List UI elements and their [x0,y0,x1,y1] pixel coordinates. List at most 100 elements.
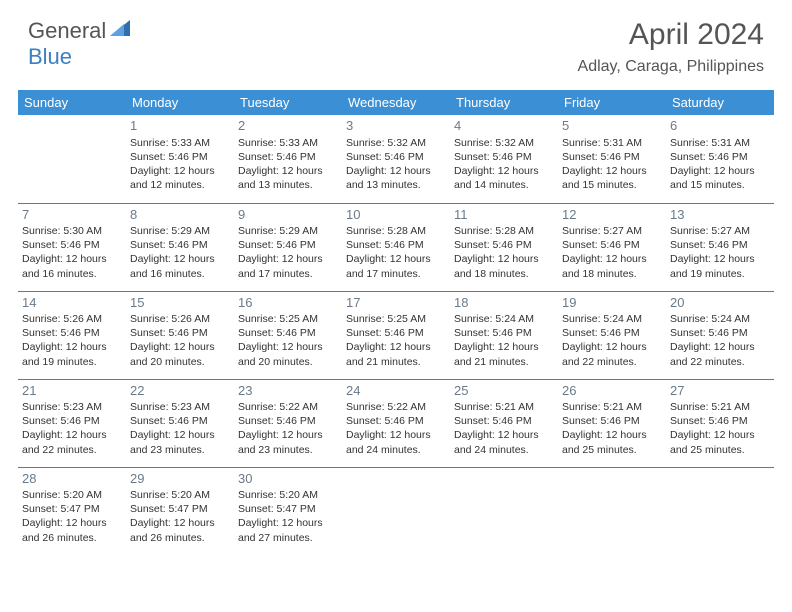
cell-line: and 25 minutes. [562,443,662,457]
cell-line: Daylight: 12 hours [22,516,122,530]
cell-line: Daylight: 12 hours [130,428,230,442]
day-number: 20 [670,294,770,312]
cell-line: Sunrise: 5:23 AM [130,400,230,414]
logo-line2: Blue [28,44,72,70]
day-number: 3 [346,117,446,135]
calendar-cell [450,467,558,555]
calendar-table: SundayMondayTuesdayWednesdayThursdayFrid… [18,90,774,555]
weekday-header: Sunday [18,90,126,115]
cell-line: Sunset: 5:46 PM [562,414,662,428]
cell-line: Sunset: 5:46 PM [562,238,662,252]
cell-line: Sunset: 5:46 PM [22,238,122,252]
cell-line: Daylight: 12 hours [130,340,230,354]
cell-line: Daylight: 12 hours [670,164,770,178]
cell-line: and 18 minutes. [562,267,662,281]
cell-line: Sunset: 5:46 PM [454,414,554,428]
cell-line: Daylight: 12 hours [130,164,230,178]
cell-line: and 13 minutes. [346,178,446,192]
header: General April 2024 Adlay, Caraga, Philip… [0,0,792,76]
cell-line: Sunset: 5:46 PM [238,326,338,340]
cell-line: Daylight: 12 hours [454,252,554,266]
cell-line: and 22 minutes. [670,355,770,369]
cell-line: Sunrise: 5:32 AM [454,136,554,150]
calendar-cell: 16Sunrise: 5:25 AMSunset: 5:46 PMDayligh… [234,291,342,379]
cell-line: Sunset: 5:46 PM [670,326,770,340]
calendar-cell [666,467,774,555]
calendar-cell: 21Sunrise: 5:23 AMSunset: 5:46 PMDayligh… [18,379,126,467]
day-number: 9 [238,206,338,224]
cell-line: Sunrise: 5:21 AM [562,400,662,414]
cell-line: Sunrise: 5:24 AM [670,312,770,326]
cell-line: Sunset: 5:47 PM [130,502,230,516]
cell-line: Sunrise: 5:31 AM [562,136,662,150]
day-number: 18 [454,294,554,312]
cell-line: and 13 minutes. [238,178,338,192]
cell-line: and 16 minutes. [22,267,122,281]
calendar-cell: 27Sunrise: 5:21 AMSunset: 5:46 PMDayligh… [666,379,774,467]
calendar-week: 14Sunrise: 5:26 AMSunset: 5:46 PMDayligh… [18,291,774,379]
weekday-header: Saturday [666,90,774,115]
cell-line: Sunset: 5:46 PM [562,150,662,164]
cell-line: Sunset: 5:46 PM [346,238,446,252]
calendar-cell [558,467,666,555]
calendar-cell: 13Sunrise: 5:27 AMSunset: 5:46 PMDayligh… [666,203,774,291]
logo-sail-icon [110,20,132,43]
calendar-cell: 1Sunrise: 5:33 AMSunset: 5:46 PMDaylight… [126,115,234,203]
cell-line: Sunrise: 5:31 AM [670,136,770,150]
cell-line: Sunset: 5:46 PM [346,150,446,164]
cell-line: Sunset: 5:46 PM [130,326,230,340]
cell-line: and 19 minutes. [22,355,122,369]
weekday-header: Wednesday [342,90,450,115]
day-number: 21 [22,382,122,400]
calendar-cell: 26Sunrise: 5:21 AMSunset: 5:46 PMDayligh… [558,379,666,467]
cell-line: and 26 minutes. [130,531,230,545]
cell-line: Daylight: 12 hours [346,164,446,178]
cell-line: and 26 minutes. [22,531,122,545]
weekday-header: Thursday [450,90,558,115]
cell-line: Daylight: 12 hours [670,252,770,266]
calendar-cell [18,115,126,203]
day-number: 30 [238,470,338,488]
cell-line: and 15 minutes. [562,178,662,192]
cell-line: Daylight: 12 hours [346,428,446,442]
cell-line: Sunset: 5:46 PM [454,150,554,164]
cell-line: Daylight: 12 hours [346,252,446,266]
cell-line: Sunset: 5:46 PM [670,414,770,428]
cell-line: Sunset: 5:46 PM [130,414,230,428]
cell-line: Sunrise: 5:28 AM [454,224,554,238]
cell-line: Daylight: 12 hours [130,252,230,266]
day-number: 10 [346,206,446,224]
cell-line: Daylight: 12 hours [22,340,122,354]
calendar-cell: 3Sunrise: 5:32 AMSunset: 5:46 PMDaylight… [342,115,450,203]
cell-line: Sunset: 5:46 PM [22,326,122,340]
month-title: April 2024 [578,18,764,52]
cell-line: and 15 minutes. [670,178,770,192]
day-number: 29 [130,470,230,488]
cell-line: Sunset: 5:46 PM [454,238,554,252]
cell-line: Sunset: 5:46 PM [130,150,230,164]
cell-line: and 19 minutes. [670,267,770,281]
weekday-header: Tuesday [234,90,342,115]
logo: General [28,18,134,44]
calendar-cell: 8Sunrise: 5:29 AMSunset: 5:46 PMDaylight… [126,203,234,291]
calendar-week: 28Sunrise: 5:20 AMSunset: 5:47 PMDayligh… [18,467,774,555]
day-number: 16 [238,294,338,312]
day-number: 6 [670,117,770,135]
calendar-week: 7Sunrise: 5:30 AMSunset: 5:46 PMDaylight… [18,203,774,291]
day-number: 12 [562,206,662,224]
calendar-week: 21Sunrise: 5:23 AMSunset: 5:46 PMDayligh… [18,379,774,467]
calendar-cell: 5Sunrise: 5:31 AMSunset: 5:46 PMDaylight… [558,115,666,203]
day-number: 15 [130,294,230,312]
calendar-cell: 29Sunrise: 5:20 AMSunset: 5:47 PMDayligh… [126,467,234,555]
cell-line: Sunrise: 5:33 AM [238,136,338,150]
cell-line: and 23 minutes. [238,443,338,457]
day-number: 23 [238,382,338,400]
cell-line: Sunrise: 5:26 AM [22,312,122,326]
cell-line: Sunset: 5:46 PM [454,326,554,340]
cell-line: and 24 minutes. [346,443,446,457]
day-number: 27 [670,382,770,400]
cell-line: Sunset: 5:46 PM [562,326,662,340]
cell-line: Sunset: 5:46 PM [130,238,230,252]
day-number: 19 [562,294,662,312]
calendar-cell [342,467,450,555]
